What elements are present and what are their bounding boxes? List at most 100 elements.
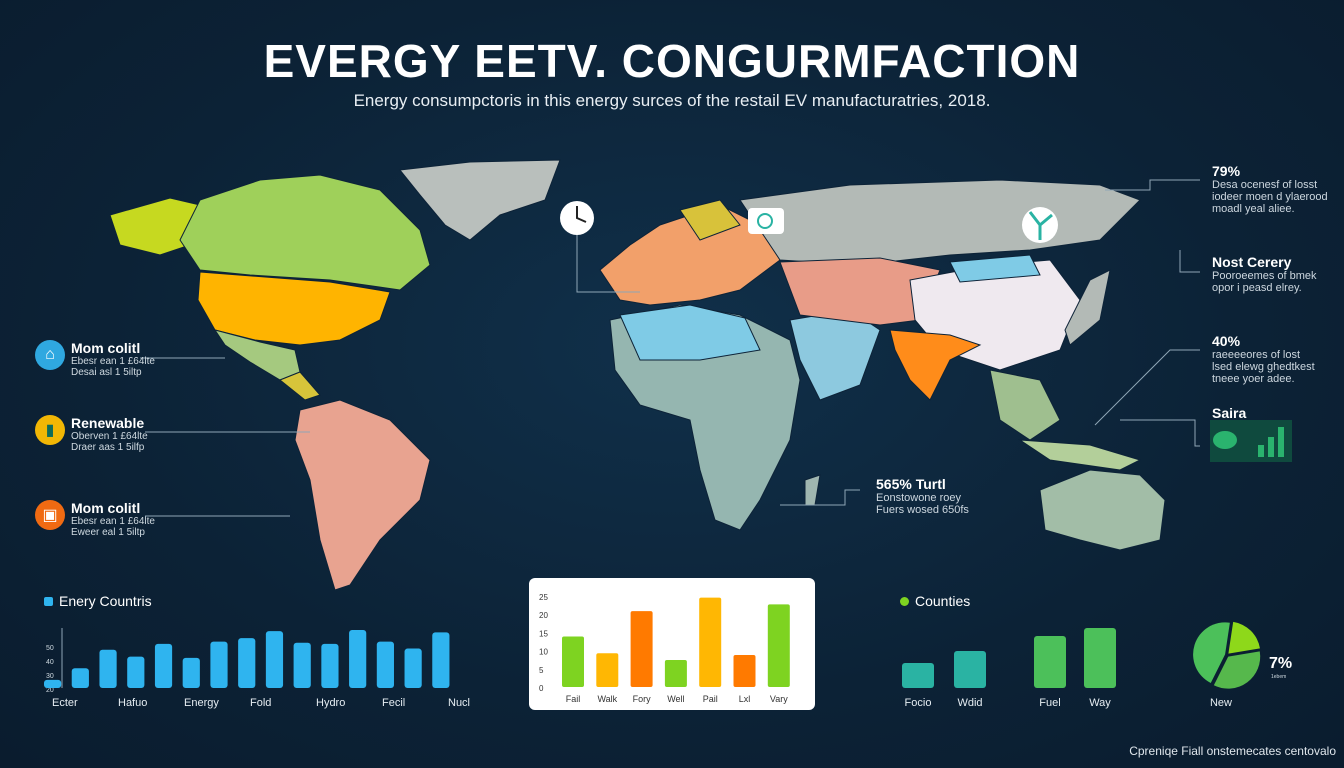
callout-line: opor i peasd elrey.	[1212, 282, 1302, 294]
callout-nost-cerery: Nost Cerery Pooroeemes of bmek opor i peas…	[1212, 254, 1317, 294]
factory-icon: ⌂	[35, 340, 65, 370]
green-bar-chart: Focio Wdid Fuel Way	[902, 628, 1116, 709]
bar	[664, 660, 687, 687]
bar	[71, 668, 89, 688]
chart3-title: Counties	[900, 593, 970, 609]
map-canada	[179, 174, 431, 291]
callout-title: 40%	[1212, 333, 1241, 349]
x-tick-label: Nuclary	[448, 697, 470, 709]
callout-line: raeeeeores of lost	[1212, 349, 1301, 361]
solar-panel-icon: ▮	[35, 415, 65, 445]
map-japan	[1064, 269, 1111, 346]
x-tick-label: Ecter	[52, 697, 78, 709]
bar	[699, 597, 722, 687]
bar	[404, 648, 422, 688]
x-tick-label: Fecil	[382, 697, 405, 709]
x-tick-label: Energy	[184, 697, 219, 709]
y-tick-label: 25	[539, 593, 548, 602]
bar	[182, 657, 200, 688]
x-tick-label: Fold	[250, 697, 271, 709]
x-tick-label: Way	[1089, 697, 1111, 709]
x-tick-label: Wdid	[957, 697, 982, 709]
y-tick-label: 5	[539, 666, 544, 675]
y-tick-label: 40	[46, 659, 54, 666]
blue-bar-chart: 20 30 40 50 Ecter Hafuo Energy Fold Hydro Fecil Nu…	[44, 628, 470, 709]
page-subtitle: Energy consumpctoris in this energy surc…	[353, 91, 991, 110]
pie-slice	[1193, 622, 1230, 684]
x-tick-label: Lxl	[739, 694, 751, 704]
bar	[630, 611, 653, 687]
map-scandinavia	[679, 199, 741, 241]
legend-item-renewable: ▮ Renewable Oberven 1 £64lte Draer aas 1 5…	[35, 415, 148, 453]
legend-desc: Desai asl 1 5iltp	[71, 367, 142, 378]
callout-title: Saira	[1212, 405, 1247, 421]
y-tick-label: 10	[539, 648, 548, 657]
chart-bubble-icon	[748, 208, 784, 234]
x-tick-label: Walk	[597, 694, 617, 704]
bar	[99, 649, 117, 688]
footer-note: Cpreniqe Fiall onstemecates centovalo	[1129, 744, 1336, 758]
legend-desc: Draer aas 1 5ilfp	[71, 442, 145, 453]
pie-annotation-sub: 1ebem	[1271, 674, 1286, 680]
legend-title: Mom colitl	[71, 340, 141, 356]
bar	[127, 656, 145, 688]
legend-item-fuel: ▣ Mom colitl Ebesr ean 1 £64lte Eweer eal …	[35, 500, 155, 538]
chart3-title-text: Counties	[915, 593, 971, 609]
bar	[265, 631, 284, 688]
y-tick-label: 20	[539, 611, 548, 620]
bar	[432, 632, 450, 688]
y-tick-label: 50	[46, 645, 54, 652]
pie-chart: 7% 1ebem New	[1193, 621, 1292, 709]
legend-desc: Ebesr ean 1 £64lte	[71, 356, 155, 367]
bar	[293, 642, 311, 688]
legend-desc: Oberven 1 £64lte	[71, 431, 148, 442]
bar	[1034, 636, 1066, 688]
bar	[238, 638, 256, 688]
x-tick-label: Hydro	[316, 697, 345, 709]
map-russia	[739, 179, 1141, 266]
map-africa	[609, 304, 801, 531]
callout-title: 79%	[1212, 163, 1241, 179]
y-tick-label: 0	[539, 684, 544, 693]
bar	[954, 651, 986, 688]
map-madagascar	[804, 474, 821, 506]
page-title: EVERGY EETV. CONGURMFACTION	[263, 35, 1081, 87]
map-north-africa	[619, 304, 761, 361]
x-tick-label: Well	[667, 694, 684, 704]
bar	[767, 604, 790, 687]
y-tick-label: 30	[46, 673, 54, 680]
bar	[154, 643, 173, 688]
mini-bar-widget	[1210, 420, 1292, 462]
map-mongolia	[949, 254, 1041, 283]
map-greenland	[399, 159, 561, 241]
callout-line: Eonstowone roey	[876, 492, 961, 504]
x-tick-label: Fory	[633, 694, 652, 704]
x-tick-label: Focio	[905, 697, 932, 709]
legend-desc: Ebesr ean 1 £64lte	[71, 516, 155, 527]
callout-line: lsed elewg ghedtkest	[1212, 361, 1315, 373]
chart1-title-text: Enery Countris	[59, 593, 152, 609]
map-usa	[197, 271, 391, 346]
legend-desc: Eweer eal 1 5iltp	[71, 527, 145, 538]
callout-line: tneee yoer adee.	[1212, 373, 1295, 385]
y-tick-label: 15	[539, 629, 548, 638]
bar	[733, 654, 756, 687]
callout-title: 565% Turtl	[876, 476, 946, 492]
callout-saira: Saira	[1212, 405, 1246, 421]
color-bar-chart: 0 5 10 15 20 25 Fail Walk Fory Well Pail Lxl Vary	[539, 593, 790, 704]
pie-slice	[1213, 651, 1261, 689]
map-india	[889, 329, 982, 401]
pie-annotation: 7%	[1269, 655, 1292, 672]
map-south-america	[294, 399, 431, 590]
bar	[1084, 628, 1116, 688]
callout-40: 40% raeeeeores of lost lsed elewg ghedtkes…	[1212, 333, 1315, 385]
pie-label: New	[1210, 697, 1232, 709]
legend-title: Mom colitl	[71, 500, 141, 516]
x-tick-label: Fuel	[1039, 697, 1060, 709]
callout-565: 565% Turtl Eonstowone roey Fuers wosed 650…	[876, 476, 969, 516]
callout-line: Pooroeemes of bmek	[1212, 270, 1317, 282]
callout-79: 79% Desa ocenesf of losst iodeer moen d yl…	[1212, 163, 1328, 215]
fuel-pump-icon: ▣	[35, 500, 65, 530]
y-tick-label: 20	[46, 687, 54, 694]
callout-line: Desa ocenesf of losst	[1212, 179, 1318, 191]
